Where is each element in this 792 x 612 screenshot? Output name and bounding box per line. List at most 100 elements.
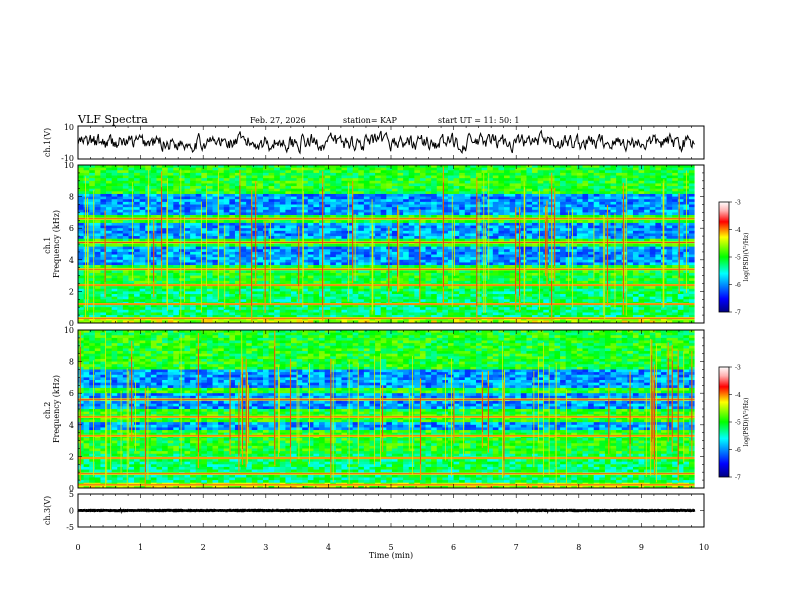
spectrogram-cell [347,220,354,224]
spectrogram-cell [588,196,595,200]
spectrogram-cell [588,222,595,226]
spectrogram-cell [419,275,426,279]
spectrogram-cell [352,246,359,250]
spectrogram-cell [689,196,696,200]
spectrogram-cell [526,188,533,192]
spectrogram-cell [571,259,578,263]
spectrogram-cell [268,251,275,255]
spectrogram-cell [212,249,219,253]
spectrogram-cell [627,225,634,229]
spectrogram-cell [262,278,269,282]
spectrogram-cell [291,249,298,253]
spectrogram-cell [509,172,516,176]
spectrogram-cell [234,272,241,276]
spectrogram-cell [134,204,141,208]
spectrogram-cell [677,196,684,200]
spectrogram-cell [470,259,477,263]
spectrogram-cell [644,193,651,197]
spectrogram-cell [504,170,511,174]
spectrogram-cell [548,165,555,169]
spectrogram-cell [89,230,96,234]
spectrogram-cell [582,165,589,169]
spectrogram-cell [285,265,292,269]
spectrogram-cell [515,212,522,216]
spectrogram-cell [621,259,628,263]
spectrogram-cell [302,262,309,266]
spectrogram-cell [571,188,578,192]
spectrogram-cell [324,257,331,261]
spectrogram-cell [190,199,197,203]
spectrogram-cell [470,180,477,184]
spectrogram-cell [599,249,606,253]
spectrogram-cell [78,244,85,248]
spectrogram-cell [627,207,634,211]
spectrogram-cell [453,230,460,234]
spectrogram-cell [234,238,241,242]
spectrogram-cell [610,254,617,258]
spectrogram-cell [234,199,241,203]
spectrogram-cell [184,244,191,248]
spectrogram-cell [419,186,426,190]
spectrogram-cell [229,249,236,253]
spectrogram-cell [425,178,432,182]
spectrogram-cell [330,246,337,250]
spectrogram-cell [307,178,314,182]
spectrogram-cell [324,180,331,184]
spectrogram-cell [195,228,202,232]
spectrogram-cell [599,225,606,229]
spectrogram-cell [251,249,258,253]
spectrogram-cell [492,262,499,266]
spectrogram-cell [296,170,303,174]
spectrogram-cell [408,222,415,226]
spectrogram-cell [397,193,404,197]
spectrogram-cell [324,225,331,229]
spectrogram-cell [94,280,101,284]
spectrogram-cell [621,165,628,169]
spectrogram-cell [134,196,141,200]
spectrogram-cell [616,180,623,184]
spectrogram-cell [173,175,180,179]
spectrogram-cell [397,180,404,184]
spectrogram-cell [206,246,213,250]
spectrogram-cell [414,244,421,248]
spectrogram-cell [397,186,404,190]
spectrogram-cell [408,175,415,179]
spectrogram-cell [291,201,298,205]
spectrogram-cell [330,204,337,208]
spectrogram-cell [190,180,197,184]
spectrogram-cell [672,183,679,187]
spectrogram-cell [274,209,281,213]
spectrogram-cell [184,254,191,258]
spectrogram-cell [274,259,281,263]
spectrogram-cell [83,275,90,279]
spectrogram-cell [106,251,113,255]
spectrogram-cell [139,207,146,211]
spectrogram-cell [604,178,611,182]
spectrogram-cell [190,193,197,197]
spectrogram-cell [139,201,146,205]
spectrogram-cell [436,191,443,195]
spectrogram-cell [672,201,679,205]
spectrogram-cell [504,270,511,274]
spectrogram-cell [296,259,303,263]
spectrogram-cell [229,186,236,190]
spectrogram-cell [330,175,337,179]
spectrogram-cell [436,167,443,171]
spectrogram-cell [582,251,589,255]
spectrogram-cell [262,249,269,253]
spectrogram-cell [666,186,673,190]
spectrogram-cell [178,167,185,171]
spectrogram-cell [251,170,258,174]
spectrogram-cell [397,265,404,269]
spectrogram-cell [560,275,567,279]
spectrogram-cell [419,220,426,224]
spectrogram-cell [419,165,426,169]
spectrogram-cell [470,265,477,269]
spectrogram-cell [111,254,118,258]
spectrogram-cell [330,230,337,234]
spectrogram-cell [599,178,606,182]
spectrogram-cell [436,180,443,184]
spectrogram-cell [616,275,623,279]
spectrogram-cell [335,175,342,179]
spectrogram-cell [363,191,370,195]
